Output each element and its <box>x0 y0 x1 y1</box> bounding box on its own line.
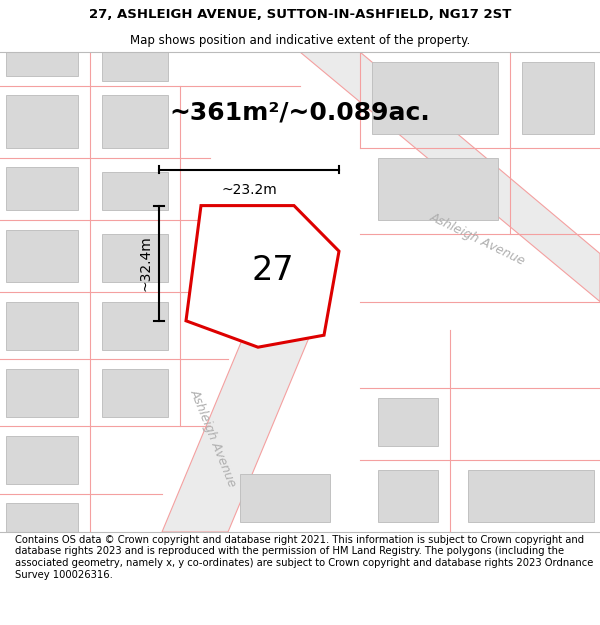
Polygon shape <box>6 52 78 76</box>
Polygon shape <box>300 52 600 302</box>
Polygon shape <box>102 52 168 81</box>
Polygon shape <box>102 172 168 211</box>
Polygon shape <box>102 234 168 282</box>
Polygon shape <box>102 95 168 148</box>
Text: Map shows position and indicative extent of the property.: Map shows position and indicative extent… <box>130 34 470 47</box>
Text: 27: 27 <box>251 254 295 287</box>
Polygon shape <box>372 62 498 134</box>
Text: ~32.4m: ~32.4m <box>139 236 153 291</box>
Text: Ashleigh Avenue: Ashleigh Avenue <box>427 211 527 268</box>
Polygon shape <box>186 206 339 348</box>
Polygon shape <box>102 302 168 349</box>
Text: Ashleigh Avenue: Ashleigh Avenue <box>187 388 239 489</box>
Polygon shape <box>6 302 78 349</box>
Text: 27, ASHLEIGH AVENUE, SUTTON-IN-ASHFIELD, NG17 2ST: 27, ASHLEIGH AVENUE, SUTTON-IN-ASHFIELD,… <box>89 8 511 21</box>
Polygon shape <box>162 331 312 532</box>
Polygon shape <box>6 369 78 417</box>
Polygon shape <box>6 436 78 484</box>
Polygon shape <box>378 469 438 522</box>
Polygon shape <box>222 244 312 292</box>
Polygon shape <box>378 158 498 220</box>
Text: ~361m²/~0.089ac.: ~361m²/~0.089ac. <box>170 100 430 124</box>
Polygon shape <box>6 168 78 211</box>
Polygon shape <box>378 398 438 446</box>
Text: ~23.2m: ~23.2m <box>221 183 277 197</box>
Polygon shape <box>102 369 168 417</box>
Polygon shape <box>6 503 78 532</box>
Polygon shape <box>468 469 594 522</box>
Polygon shape <box>6 229 78 282</box>
Text: Contains OS data © Crown copyright and database right 2021. This information is : Contains OS data © Crown copyright and d… <box>15 535 593 579</box>
Polygon shape <box>522 62 594 134</box>
Polygon shape <box>240 474 330 522</box>
Polygon shape <box>6 95 78 148</box>
